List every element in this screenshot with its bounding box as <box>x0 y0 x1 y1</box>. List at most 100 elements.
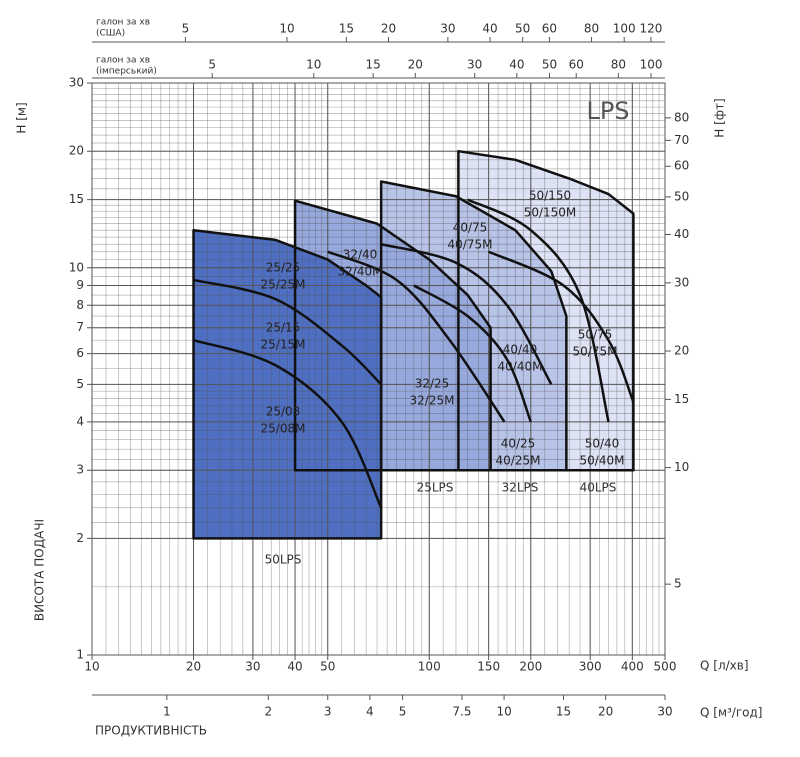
x-tick-label: 150 <box>477 660 500 674</box>
y-tick-label: 8 <box>76 298 84 312</box>
curve-label: 40/75M <box>448 238 493 252</box>
y-tick-label: 10 <box>69 260 84 274</box>
tick-label: 15 <box>674 392 689 406</box>
tick-label: 40 <box>482 22 497 36</box>
curve-label: 32/25 <box>415 377 450 391</box>
tick-label: 7.5 <box>452 705 471 719</box>
y-tick-label: 6 <box>76 346 84 360</box>
curve-label: 32/40M <box>338 265 383 279</box>
x-axis-label: Q [л/хв] <box>700 659 749 673</box>
top-axis-label: (США) <box>96 29 125 39</box>
tick-label: 80 <box>611 58 626 72</box>
x-tick-label: 300 <box>579 660 602 674</box>
x-tick-label: 50 <box>320 660 335 674</box>
tick-label: 60 <box>542 22 557 36</box>
curve-label: 25/15 <box>266 321 301 335</box>
tick-label: 20 <box>598 705 613 719</box>
region-border <box>293 199 492 472</box>
x-title: ПРОДУКТИВНІСТЬ <box>95 724 207 738</box>
x-tick-label: 10 <box>84 660 99 674</box>
x-tick-label: 500 <box>654 660 677 674</box>
y-tick-label: 30 <box>69 76 84 90</box>
tick-label: 120 <box>639 22 662 36</box>
region-label: 25LPS <box>417 481 454 495</box>
y-tick-label: 1 <box>76 648 84 662</box>
curve <box>193 339 383 509</box>
tick-label: 10 <box>306 58 321 72</box>
curve-label: 40/40 <box>503 343 538 357</box>
tick-label: 15 <box>339 22 354 36</box>
curve-label: 25/08 <box>266 405 301 419</box>
y-tick-label: 20 <box>69 144 84 158</box>
curve-label: 40/25M <box>496 454 541 468</box>
curve-label: 25/15M <box>261 338 306 352</box>
curve-label: 50/75 <box>578 328 613 342</box>
tick-label: 20 <box>674 344 689 358</box>
curve-label: 25/25 <box>266 261 301 275</box>
curve <box>488 250 635 403</box>
right-axis-label: H [фт] <box>713 98 727 137</box>
tick-label: 20 <box>408 58 423 72</box>
y-tick-label: 5 <box>76 377 84 391</box>
tick-label: 100 <box>640 58 663 72</box>
tick-label: 10 <box>674 460 689 474</box>
tick-label: 20 <box>381 22 396 36</box>
tick-label: 100 <box>613 22 636 36</box>
x-tick-label: 30 <box>245 660 260 674</box>
tick-label: 5 <box>208 58 216 72</box>
tick-label: 80 <box>584 22 599 36</box>
curve <box>193 278 383 386</box>
top-axis-label: (імперський) <box>96 67 157 77</box>
curve-label: 50/40 <box>585 437 620 451</box>
x-tick-label: 20 <box>186 660 201 674</box>
x-tick-label: 100 <box>418 660 441 674</box>
y-tick-label: 9 <box>76 278 84 292</box>
tick-label: 40 <box>509 58 524 72</box>
region-border <box>457 149 635 472</box>
tick-label: 60 <box>569 58 584 72</box>
top-axis-label: галон за хв <box>96 56 150 66</box>
y-tick-label: 7 <box>76 320 84 334</box>
curve-label: 50/40M <box>580 454 625 468</box>
curve-label: 25/25M <box>261 278 306 292</box>
curve-label: 25/08M <box>261 422 306 436</box>
curve-label: 32/40 <box>343 248 378 262</box>
chart-title: LPS <box>586 97 629 125</box>
tick-label: 30 <box>674 275 689 289</box>
curve <box>327 250 506 423</box>
curve-label: 32/25M <box>410 394 455 408</box>
tick-label: 5 <box>674 577 682 591</box>
region-label: 40LPS <box>580 481 617 495</box>
curve <box>380 243 553 385</box>
bottom-axis-label: Q [м³/год] <box>700 706 762 720</box>
y-tick-label: 15 <box>69 192 84 206</box>
x-tick-label: 400 <box>621 660 644 674</box>
tick-label: 10 <box>496 705 511 719</box>
tick-label: 60 <box>674 159 689 173</box>
curve-label: 50/150 <box>529 189 571 203</box>
y-title: ВИСОТА ПОДАЧІ <box>33 519 47 621</box>
y-tick-label: 2 <box>76 531 84 545</box>
tick-label: 50 <box>515 22 530 36</box>
x-tick-label: 200 <box>519 660 542 674</box>
region-label: 32LPS <box>502 481 539 495</box>
curve <box>467 198 610 423</box>
tick-label: 30 <box>467 58 482 72</box>
tick-label: 30 <box>657 705 672 719</box>
curve-label: 50/150M <box>524 206 577 220</box>
curve <box>413 284 532 423</box>
region-border <box>379 180 568 472</box>
y-axis-label: H [м] <box>15 102 29 133</box>
region-label: 50LPS <box>265 553 302 567</box>
tick-label: 10 <box>279 22 294 36</box>
tick-label: 5 <box>399 705 407 719</box>
tick-label: 3 <box>324 705 332 719</box>
tick-label: 50 <box>674 189 689 203</box>
curve-label: 40/25 <box>501 437 536 451</box>
tick-label: 80 <box>674 110 689 124</box>
x-tick-label: 40 <box>287 660 302 674</box>
tick-label: 15 <box>366 58 381 72</box>
tick-label: 2 <box>265 705 273 719</box>
tick-label: 15 <box>556 705 571 719</box>
